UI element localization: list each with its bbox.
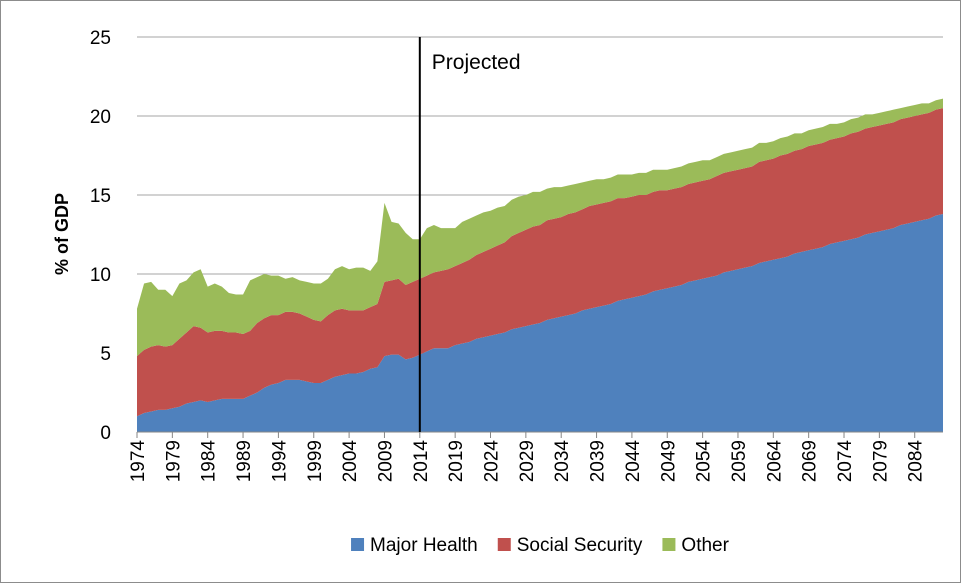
legend-swatch <box>662 538 676 551</box>
x-tick-label: 2054 <box>694 440 715 483</box>
area <box>137 98 943 357</box>
x-tick-label: 1974 <box>128 440 149 483</box>
legend-label: Social Security <box>517 535 643 556</box>
x-tick-label: 2044 <box>623 440 644 483</box>
x-tick-label: 2049 <box>658 440 679 482</box>
x-tick-label: 1979 <box>163 440 184 482</box>
annotation: Projected <box>432 51 521 74</box>
x-tick-label: 2014 <box>411 440 432 483</box>
x-tick-label: 2034 <box>552 440 573 483</box>
legend-swatch <box>497 538 511 551</box>
y-tick-label: 10 <box>90 265 111 286</box>
x-tick-label: 2019 <box>446 440 467 482</box>
legend-label: Major Health <box>370 535 478 556</box>
legend: Major Health Social Security Other <box>351 535 730 556</box>
x-tick-label: 2069 <box>800 440 821 482</box>
y-tick-label: 25 <box>90 28 111 49</box>
legend-swatch <box>351 538 365 551</box>
x-tick-label: 1984 <box>199 440 220 483</box>
y-tick-label: 0 <box>100 423 111 444</box>
x-tick-label: 2084 <box>906 440 927 483</box>
x-tick-label: 2059 <box>729 440 750 482</box>
x-tick-label: 2009 <box>375 440 396 482</box>
area <box>137 108 943 417</box>
x-tick-label: 2079 <box>870 440 891 482</box>
y-tick-label: 20 <box>90 107 111 128</box>
y-axis-label: % of GDP <box>52 193 72 275</box>
x-tick-label: 2039 <box>588 440 609 482</box>
x-tick-label: 2074 <box>835 440 856 483</box>
x-tick-label: 1994 <box>269 440 290 483</box>
x-tick-label: 2064 <box>764 440 785 483</box>
x-tick-label: 2029 <box>517 440 538 482</box>
x-tick-label: 1989 <box>234 440 255 482</box>
legend-label: Other <box>681 535 729 556</box>
y-tick-label: 5 <box>100 344 111 365</box>
x-tick-label: 2024 <box>482 440 503 483</box>
x-tick-label: 1999 <box>305 440 326 482</box>
y-tick-label: 15 <box>90 186 111 207</box>
x-tick-label: 2004 <box>340 440 361 483</box>
